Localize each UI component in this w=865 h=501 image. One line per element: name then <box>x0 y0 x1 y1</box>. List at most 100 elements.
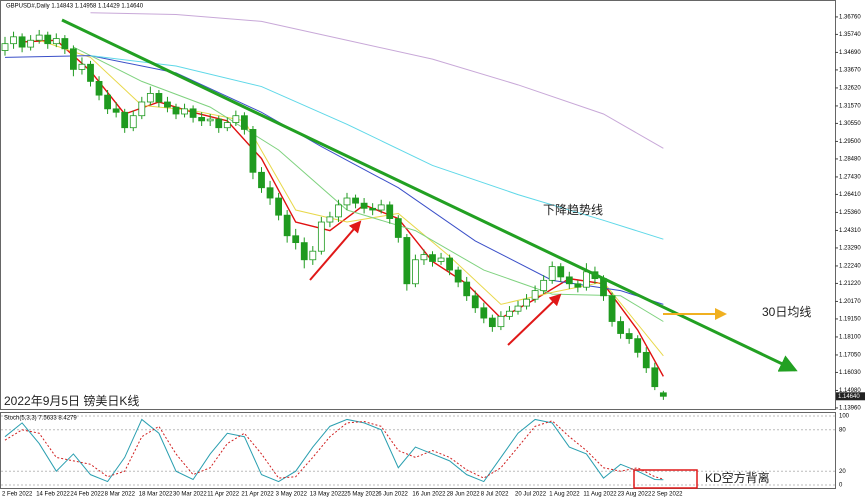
candle-body <box>583 271 590 288</box>
candle-body <box>1 43 9 51</box>
candle-body <box>52 38 60 45</box>
candle-body <box>480 307 488 319</box>
annotation: 下降趋势线 <box>543 203 603 217</box>
candle-body <box>309 250 317 261</box>
candle-body <box>574 283 582 288</box>
y-tick-label: 1.28480 <box>839 157 861 163</box>
y-tick-label: 1.30550 <box>839 121 861 127</box>
candle-body <box>335 204 342 218</box>
x-tick-label: 28 Jun 2022 <box>447 492 481 498</box>
x-tick-label: 6 Jun 2022 <box>378 492 408 498</box>
y-tick-label: 80 <box>839 427 846 433</box>
candle-body <box>420 254 428 261</box>
candle-body <box>155 93 163 103</box>
stoch-line <box>4 418 664 483</box>
candle-body <box>608 295 616 322</box>
y-tick-label: 1.17050 <box>839 353 861 359</box>
candle-body <box>78 63 86 70</box>
candle-body <box>70 48 77 70</box>
x-tick-label: 8 Jul 2022 <box>481 492 509 498</box>
y-tick-label: 1.25360 <box>839 210 861 216</box>
candle-body <box>360 202 368 209</box>
candle-body <box>531 290 539 300</box>
candle-body <box>283 214 291 237</box>
y-tick-label: 1.14980 <box>839 388 861 394</box>
candle-body <box>164 101 171 108</box>
moving-average <box>90 12 664 149</box>
x-tick-label: 24 Feb 2022 <box>70 492 104 498</box>
x-tick-label: 14 Feb 2022 <box>36 492 70 498</box>
candle-body <box>411 259 419 285</box>
price-tag <box>836 392 865 401</box>
y-tick-label: 100 <box>839 414 850 420</box>
highlight-box <box>633 469 698 489</box>
candle-body <box>377 204 385 211</box>
x-tick-label: 2 Sep 2022 <box>652 492 683 498</box>
trend-line <box>61 18 798 372</box>
y-tick-label: 1.34690 <box>839 50 861 56</box>
stoch-title: Stoch(5,3,3) 7.5633 8.4279 <box>4 416 77 422</box>
x-tick-label: 3 May 2022 <box>276 492 308 498</box>
x-tick-label: 23 Aug 2022 <box>618 492 652 498</box>
y-tick-label: 1.36760 <box>839 14 861 20</box>
candle-body <box>181 108 188 115</box>
candle-body <box>258 171 265 189</box>
y-tick-label: 1.23290 <box>839 246 861 252</box>
y-tick-label: 1.29500 <box>839 139 861 145</box>
candle-body <box>523 298 530 307</box>
x-tick-label: 18 Mar 2022 <box>139 492 173 498</box>
y-tick-label: 1.19150 <box>839 317 861 323</box>
candle-body <box>514 305 522 312</box>
candle-body <box>240 115 248 130</box>
main-panel <box>0 0 836 410</box>
x-tick-label: 21 Apr 2022 <box>241 492 274 498</box>
moving-average <box>73 46 664 322</box>
y-tick-label: 1.21220 <box>839 281 861 287</box>
annotation: KD空方背离 <box>705 470 770 485</box>
candle-body <box>651 367 659 388</box>
candle-body <box>565 276 573 285</box>
x-tick-label: 11 Apr 2022 <box>207 492 240 498</box>
candle-body <box>95 81 103 96</box>
candle-body <box>548 266 556 281</box>
candle-body <box>300 242 308 261</box>
candle-body <box>266 187 274 199</box>
candle-body <box>232 115 240 123</box>
candle-body <box>429 254 436 262</box>
candle-body <box>454 269 462 283</box>
candle-body <box>112 108 120 113</box>
arrow <box>309 220 362 281</box>
moving-average <box>39 39 664 357</box>
x-tick-label: 30 Mar 2022 <box>173 492 207 498</box>
candle-body <box>557 266 565 278</box>
candle-body <box>625 333 633 340</box>
y-tick-label: 20 <box>839 469 846 475</box>
x-tick-label: 8 Mar 2022 <box>105 492 136 498</box>
candle-body <box>275 197 283 216</box>
stoch-line <box>4 420 664 480</box>
moving-average <box>4 55 664 305</box>
candle-body <box>488 317 496 328</box>
candle-body <box>104 94 111 110</box>
candle-body <box>659 392 667 397</box>
candle-body <box>223 122 231 129</box>
candle-body <box>506 310 513 317</box>
candle-body <box>198 117 206 122</box>
y-tick-label: 1.32620 <box>839 85 861 91</box>
candle-body <box>10 36 17 45</box>
candle-body <box>403 237 411 285</box>
candle-body <box>386 204 394 220</box>
candle-body <box>206 118 214 122</box>
candle-body <box>61 38 69 50</box>
candle-body <box>617 321 624 334</box>
candle-body <box>121 111 129 129</box>
candle-body <box>471 295 479 309</box>
candle-body <box>172 106 180 115</box>
candle-body <box>437 257 445 262</box>
candle-body <box>352 197 359 204</box>
candle-body <box>27 39 35 48</box>
candle-body <box>146 93 154 103</box>
y-tick-label: 1.26410 <box>839 192 861 198</box>
y-tick-label: 1.20170 <box>839 299 861 305</box>
